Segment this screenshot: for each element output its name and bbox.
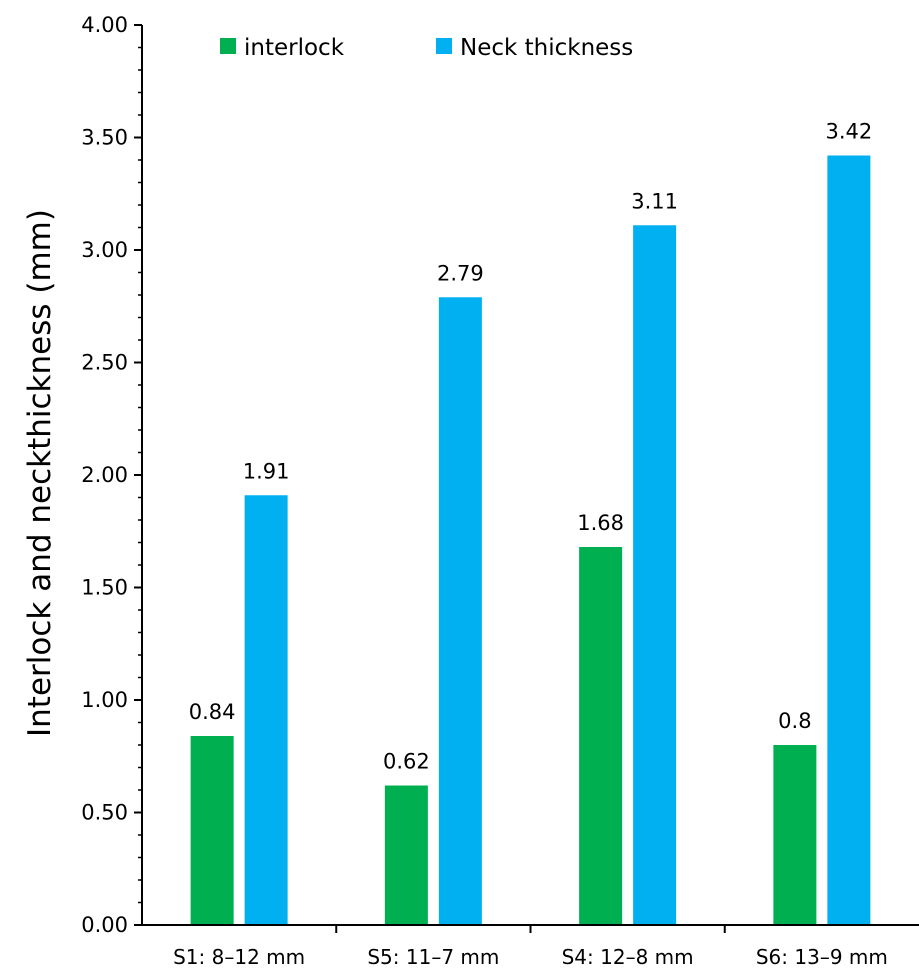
y-tick-label: 1.00 — [81, 688, 128, 712]
legend-swatch — [436, 38, 452, 54]
data-label: 0.62 — [383, 750, 430, 774]
x-category-label: S5: 11–7 mm — [367, 945, 499, 969]
bar-interlock — [384, 785, 428, 925]
bar-neck-thickness — [438, 297, 482, 925]
bar-neck-thickness — [633, 225, 677, 925]
y-tick-label: 2.00 — [81, 463, 128, 487]
data-label: 2.79 — [437, 261, 484, 285]
legend: interlock Neck thickness — [220, 35, 633, 61]
x-category-label: S6: 13–9 mm — [756, 945, 888, 969]
data-label: 3.11 — [631, 189, 678, 213]
bar-interlock — [579, 547, 623, 925]
y-axis-ticks: 0.00 0.50 1.00 1.50 2.00 2.50 3.00 3.50 4.00 — [81, 13, 142, 937]
y-tick-label: 0.50 — [81, 801, 128, 825]
data-label: 0.84 — [189, 700, 236, 724]
legend-label: interlock — [244, 35, 345, 61]
y-tick-label: 4.00 — [81, 13, 128, 37]
y-tick-label: 0.00 — [81, 913, 128, 937]
y-tick-label: 2.50 — [81, 351, 128, 375]
x-axis-ticks: S1: 8–12 mm S5: 11–7 mm S4: 12–8 mm S6: 13–… — [173, 925, 888, 969]
legend-label: Neck thickness — [460, 35, 633, 61]
bar-interlock — [190, 736, 234, 925]
y-tick-label: 3.00 — [81, 238, 128, 262]
legend-swatch — [220, 38, 236, 54]
data-label: 3.42 — [825, 120, 872, 144]
data-label: 0.8 — [778, 709, 811, 733]
bar-neck-thickness — [244, 495, 288, 925]
y-tick-label: 1.50 — [81, 576, 128, 600]
bar-neck-thickness — [827, 155, 871, 925]
y-tick-label: 3.50 — [81, 126, 128, 150]
data-labels: 0.84 1.91 0.62 2.79 1.68 3.11 0.8 3.42 — [189, 120, 873, 774]
x-category-label: S1: 8–12 mm — [173, 945, 305, 969]
bars — [190, 155, 871, 925]
data-label: 1.91 — [243, 459, 290, 483]
data-label: 1.68 — [577, 511, 624, 535]
bar-interlock — [773, 745, 817, 925]
x-category-label: S4: 12–8 mm — [562, 945, 694, 969]
y-axis-title: Interlock and neckthickness (mm) — [22, 209, 58, 737]
